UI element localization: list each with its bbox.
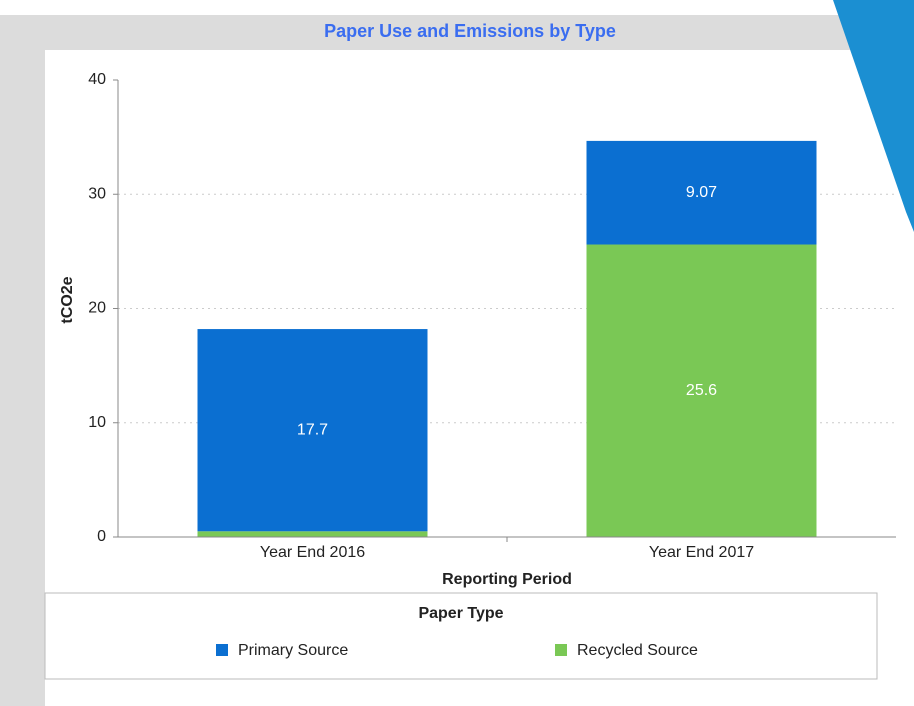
x-tick-label: Year End 2016 — [260, 544, 365, 561]
y-tick-label: 40 — [88, 71, 106, 88]
bar-segment — [586, 140, 817, 245]
y-tick-label: 20 — [88, 300, 106, 317]
corner-decoration — [833, 0, 914, 232]
legend-label: Recycled Source — [577, 642, 698, 659]
legend-box — [44, 592, 878, 680]
chart-title: Paper Use and Emissions by Type — [324, 21, 616, 41]
legend-title: Paper Type — [418, 605, 503, 622]
bar-segment — [586, 244, 817, 537]
title-bar — [20, 15, 895, 50]
y-tick-label: 10 — [88, 414, 106, 431]
top-strip — [0, 0, 914, 15]
bar-segment — [197, 531, 428, 537]
data-label: 25.6 — [686, 382, 717, 399]
left-panel — [20, 50, 45, 706]
y-axis-title: tCO2e — [59, 276, 76, 323]
x-tick-label: Year End 2017 — [649, 544, 754, 561]
data-label: 9.07 — [686, 184, 717, 201]
data-label: 17.7 — [297, 421, 328, 438]
legend-label: Primary Source — [238, 642, 348, 659]
x-axis-title: Reporting Period — [442, 571, 572, 588]
bar-segment — [197, 329, 428, 532]
y-tick-label: 30 — [88, 185, 106, 202]
legend-swatch — [555, 644, 567, 656]
y-tick-label: 0 — [97, 528, 106, 545]
legend-swatch — [216, 644, 228, 656]
